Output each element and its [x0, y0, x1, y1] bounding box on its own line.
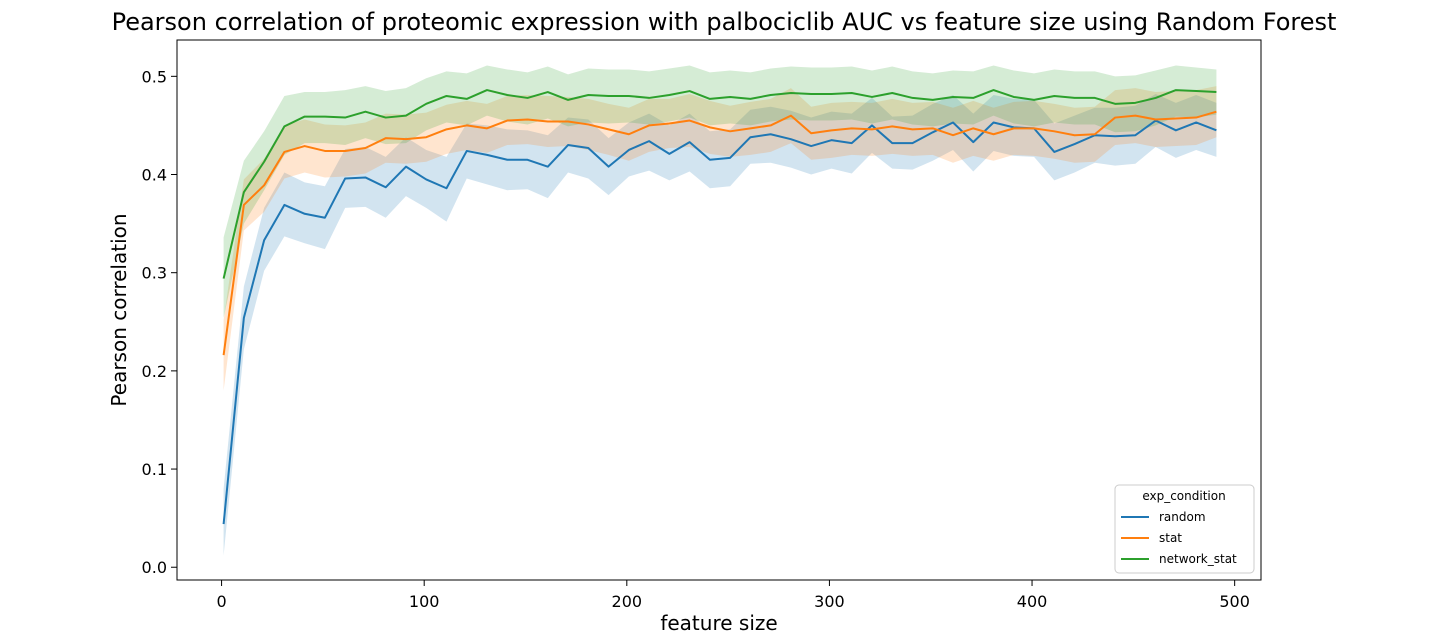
series-line-network_stat [222, 89, 1217, 279]
y-tick-label: 0.1 [142, 460, 167, 479]
x-axis-label: feature size [660, 611, 777, 635]
series-lines [222, 89, 1217, 525]
y-tick-label: 0.3 [142, 264, 167, 283]
confidence-band-network_stat [223, 65, 1217, 318]
x-tick-label: 100 [409, 592, 440, 611]
chart-title: Pearson correlation of proteomic express… [112, 8, 1337, 36]
confidence-bands [223, 65, 1217, 556]
y-axis-ticks: 0.0 0.1 0.2 0.3 0.4 0.5 [142, 67, 177, 577]
y-tick-label: 0.5 [142, 67, 167, 86]
x-tick-label: 200 [612, 592, 643, 611]
legend-label-network_stat: network_stat [1159, 552, 1237, 566]
x-tick-label: 300 [814, 592, 845, 611]
series-line-stat [222, 110, 1217, 356]
x-tick-label: 500 [1219, 592, 1250, 611]
x-tick-label: 0 [216, 592, 226, 611]
legend-items: random stat network_stat [1121, 510, 1237, 566]
x-tick-label: 400 [1017, 592, 1048, 611]
y-tick-label: 0.4 [142, 166, 167, 185]
y-axis-label: Pearson correlation [107, 213, 131, 406]
legend-title: exp_condition [1142, 489, 1225, 503]
y-tick-label: 0.2 [142, 362, 167, 381]
y-tick-label: 0.0 [142, 558, 167, 577]
plot-frame [176, 39, 1262, 581]
legend-box [1114, 484, 1255, 574]
series-line-random [222, 119, 1217, 525]
legend-label-stat: stat [1159, 531, 1182, 545]
legend: exp_condition random stat network_stat [1114, 484, 1255, 574]
legend-label-random: random [1159, 510, 1206, 524]
x-axis-ticks: 0 100 200 300 400 500 [216, 580, 1250, 611]
confidence-band-random [223, 94, 1217, 556]
